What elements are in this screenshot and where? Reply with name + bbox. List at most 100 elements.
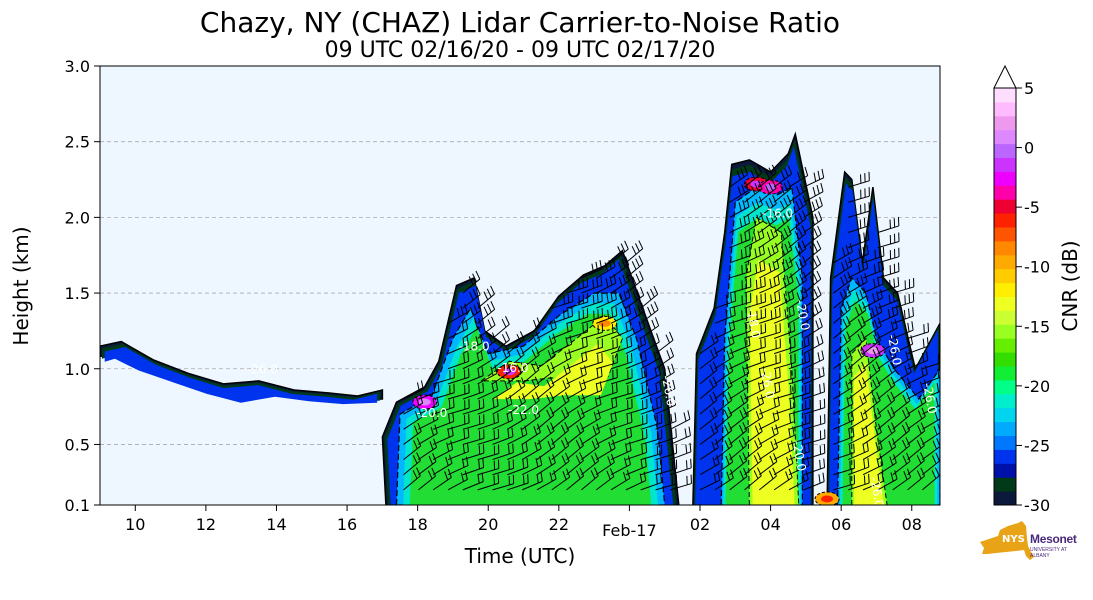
wind-barb-shaft [596, 362, 618, 370]
wind-barb-shaft [729, 301, 751, 309]
wind-barb-flag [579, 381, 583, 391]
wind-barb-flag [579, 467, 585, 477]
wind-barb-flag [577, 410, 582, 420]
wind-barb-flag [650, 288, 655, 298]
wind-barb-flag [890, 391, 896, 401]
wind-barb-flag [591, 455, 596, 464]
wind-barb-flag [552, 454, 556, 463]
wind-barb-flag [905, 406, 911, 416]
wind-barb-flag [578, 395, 582, 405]
wind-barb-flag [730, 293, 732, 303]
wind-barb-flag [844, 259, 849, 269]
wind-barb-flag [858, 248, 861, 258]
wind-barb-flag [750, 170, 756, 179]
wind-barbs [403, 164, 940, 491]
wind-barb-shaft [907, 331, 929, 339]
wind-barb-flag [502, 349, 507, 359]
wind-barb-flag [731, 334, 735, 344]
wind-barb-flag [753, 232, 757, 242]
wind-barb-shaft [907, 415, 926, 430]
wind-barb-shaft [759, 446, 778, 461]
wind-barb-flag [491, 316, 496, 326]
wind-barb-shaft [714, 430, 733, 445]
wind-barb-flag [626, 414, 629, 424]
echo-region-band [104, 347, 378, 405]
wind-barb-shaft [759, 283, 780, 294]
wind-barb-shaft [759, 418, 780, 430]
wind-barb-shaft [536, 462, 556, 476]
wind-barb-flag [490, 366, 494, 376]
wind-barb-shaft [462, 467, 484, 476]
wind-barb-shaft [907, 373, 928, 385]
wind-barb-flag [803, 337, 806, 347]
wind-barb-flag [630, 413, 633, 423]
wind-barb-shaft [862, 311, 883, 324]
wind-barb-flag [747, 214, 751, 224]
wind-barb-flag [936, 383, 940, 393]
contour-label: -18.0 [744, 306, 763, 339]
wind-barb-flag [773, 277, 776, 287]
colorbar-swatch [994, 213, 1016, 228]
wind-barb-shaft [640, 374, 661, 385]
wind-barb-flag [433, 383, 436, 393]
wind-barb-shaft [670, 418, 691, 430]
wind-barb-flag [778, 291, 781, 301]
wind-barb-flag [807, 442, 810, 452]
wind-barb-shaft [744, 285, 766, 294]
wind-barb-flag [920, 437, 925, 446]
chart-title: Chazy, NY (CHAZ) Lidar Carrier-to-Noise … [200, 6, 840, 39]
wind-barb-flag [744, 323, 747, 333]
wind-barb-shaft [640, 357, 661, 370]
wind-barb-flag [670, 413, 673, 423]
wind-barb-flag [878, 248, 881, 258]
wind-barb-flag [495, 380, 499, 390]
wind-barb-flag [846, 397, 850, 407]
wind-barb-shaft [610, 450, 632, 461]
wind-barb-flag [804, 287, 808, 297]
wind-barb-flag [875, 441, 879, 451]
wind-barb-flag [611, 308, 614, 318]
wind-barb-flag [547, 440, 552, 450]
wind-barb-flag [511, 427, 514, 437]
wind-barb-flag [801, 472, 805, 482]
wind-barb-shaft [536, 446, 556, 460]
wind-barb-flag [726, 471, 731, 481]
wind-barb-flag [931, 455, 937, 464]
wind-barb-flag [839, 306, 845, 316]
wind-barb-flag [815, 199, 820, 209]
x-tick-label: 10 [125, 515, 145, 534]
wind-barb-flag [548, 335, 553, 345]
wind-barb-flag [888, 294, 891, 304]
wind-barb-flag [452, 398, 455, 408]
wind-barb-flag [688, 426, 691, 436]
wind-barb-shaft [729, 190, 749, 203]
wind-barb-flag [685, 460, 688, 470]
wind-barb-flag [768, 197, 774, 207]
wind-barb-flag [579, 422, 585, 432]
wind-barb-shaft [729, 430, 747, 445]
wind-barb-flag [564, 437, 570, 446]
wind-barb-shaft [833, 355, 852, 370]
wind-barb-flag [629, 320, 632, 330]
wind-barb-flag [787, 165, 793, 175]
wind-barb-flag [550, 422, 555, 432]
wind-barb-shaft [907, 430, 926, 445]
wind-barb-flag [873, 334, 878, 344]
wind-barb-flag [887, 425, 893, 434]
wind-barb-flag [642, 318, 646, 328]
wind-barb-flag [579, 437, 584, 446]
wind-barb-flag [522, 475, 525, 485]
wind-barb-shaft [714, 328, 735, 339]
wind-barb-flag [815, 320, 820, 330]
wind-barb-flag [910, 335, 914, 345]
wind-barb-shaft [403, 402, 423, 415]
wind-barb-shaft [862, 400, 881, 415]
wind-barb-flag [506, 413, 510, 423]
wind-barb-shaft [640, 390, 662, 400]
wind-barb-flag [525, 441, 528, 451]
wind-barb-flag [437, 382, 440, 392]
wind-barb-flag [521, 377, 526, 387]
wind-barb-flag [793, 412, 796, 422]
cnr-hotspot-core [598, 319, 611, 327]
wind-barb-shaft [714, 342, 735, 355]
